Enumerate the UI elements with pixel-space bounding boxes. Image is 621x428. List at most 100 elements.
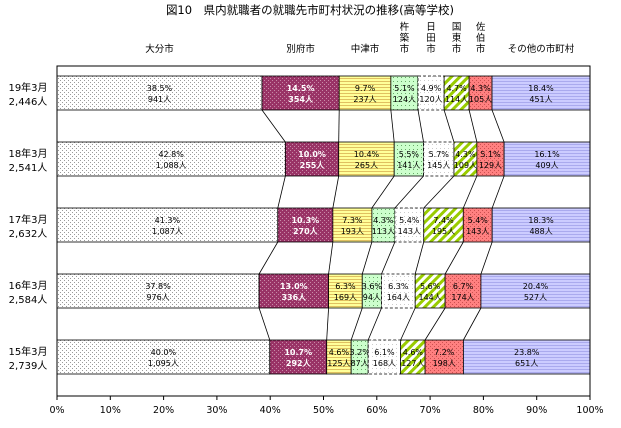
connector-line: [367, 307, 382, 341]
segment-percent-label: 5.4%: [399, 216, 420, 225]
bar-segment-hita: [367, 339, 402, 375]
bar-segment-other: [503, 141, 591, 177]
bar-segment-other: [480, 273, 591, 309]
connector-line: [414, 241, 425, 275]
bar-segment-kitsuki: [361, 273, 382, 309]
segment-percent-label: 5.6%: [420, 282, 441, 291]
segment-count-label: 144人: [419, 293, 442, 302]
segment-count-label: 488人: [529, 227, 552, 236]
segment-percent-label: 6.3%: [335, 282, 356, 291]
segment-count-label: 143人: [466, 227, 489, 236]
segment-percent-label: 5.7%: [429, 150, 450, 159]
segment-count-label: 114人: [445, 95, 468, 104]
connector-line: [326, 307, 329, 341]
segment-count-label: 409人: [535, 161, 558, 170]
segment-count-label: 941人: [148, 95, 171, 104]
bar-segment-hita: [423, 141, 455, 177]
svg-text:杵: 杵: [400, 21, 410, 33]
bar-segment-beppu: [284, 141, 340, 177]
segment-count-label: 169人: [334, 293, 357, 302]
svg-text:市: 市: [452, 43, 462, 55]
x-tick-label: 0%: [49, 405, 64, 416]
connector-line: [371, 175, 395, 209]
x-tick-label: 40%: [260, 405, 281, 416]
segment-percent-label: 4.6%: [403, 348, 424, 357]
segment-count-label: 1,095人: [148, 359, 179, 368]
segment-percent-label: 10.7%: [284, 348, 312, 357]
connector-line: [394, 175, 424, 209]
bar-row: 38.5% 941人 14.5%354人 9.7% 237人 5.1% 124人 4.9% 12…: [56, 75, 591, 111]
connector-line: [277, 175, 286, 209]
connector-line: [328, 241, 334, 275]
bar-segment-saiki: [468, 75, 493, 111]
segment-percent-label: 5.1%: [394, 84, 415, 93]
segment-percent-label: 10.0%: [298, 150, 326, 159]
bar-segment-beppu: [277, 207, 334, 243]
segment-count-label: 125人: [327, 359, 350, 368]
svg-text:伯: 伯: [476, 32, 486, 44]
segment-percent-label: 10.3%: [291, 216, 319, 225]
bar-segment-kitsuki: [350, 339, 369, 375]
segment-percent-label: 3.2%: [350, 348, 371, 357]
segment-count-label: 336人: [281, 292, 307, 302]
segment-count-label: 109人: [454, 161, 477, 170]
bar-segment-beppu: [258, 273, 329, 309]
connector-line: [491, 109, 505, 143]
segment-percent-label: 3.6%: [362, 282, 383, 291]
connector-line: [258, 307, 271, 341]
segment-count-label: 270人: [293, 226, 319, 236]
bar-segment-other: [491, 207, 591, 243]
svg-text:築: 築: [400, 32, 410, 44]
segment-count-label: 164人: [387, 293, 410, 302]
segment-percent-label: 5.4%: [468, 216, 489, 225]
row-label-total: 2,584人: [9, 294, 48, 306]
bar-segment-kunisaki: [400, 339, 426, 375]
segment-count-label: 129人: [479, 161, 502, 170]
segment-count-label: 451人: [529, 95, 552, 104]
bar-segment-oita: [56, 339, 271, 375]
bar-segment-nakatsu: [328, 273, 363, 309]
segment-percent-label: 4.9%: [421, 84, 442, 93]
column-header-kitsuki: 杵築市: [400, 21, 410, 55]
segment-count-label: 127人: [401, 359, 424, 368]
column-header-beppu: 別府市: [286, 43, 315, 55]
bar-segment-nakatsu: [332, 207, 373, 243]
bar-segment-kitsuki: [390, 75, 419, 111]
row-label-period: 16年3月: [8, 279, 47, 292]
bar-segment-saiki: [424, 339, 464, 375]
bar-row: 37.8% 976人 13.0%336人 6.3% 169人 3.6% 94人 6.3% 164…: [56, 273, 591, 309]
bar-segment-nakatsu: [326, 339, 352, 375]
segment-percent-label: 18.3%: [528, 216, 554, 225]
bar-segment-saiki: [444, 273, 482, 309]
row-labels: 19年3月 2,446人 18年3月 2,541人 17年3月 2,632人 16年3月 2,…: [8, 81, 47, 372]
connector-line: [338, 109, 340, 143]
segment-percent-label: 4.3%: [455, 150, 476, 159]
connector-line: [381, 241, 396, 275]
segment-count-label: 527人: [524, 293, 547, 302]
bar-segment-hita: [394, 207, 425, 243]
segment-percent-label: 4.3%: [373, 216, 394, 225]
segment-percent-label: 6.3%: [388, 282, 409, 291]
bar-segment-beppu: [269, 339, 328, 375]
segment-percent-label: 7.2%: [434, 348, 455, 357]
column-header-nakatsu: 中津市: [351, 43, 380, 55]
connector-line: [332, 175, 340, 209]
segment-count-label: 1,087人: [152, 227, 183, 236]
svg-text:市: 市: [400, 43, 410, 55]
segment-count-label: 292人: [286, 358, 312, 368]
segment-percent-label: 18.4%: [528, 84, 554, 93]
row-label-period: 18年3月: [8, 147, 47, 160]
bar-segment-saiki: [476, 141, 505, 177]
segment-count-label: 87人: [351, 359, 369, 368]
connector-line: [261, 109, 286, 143]
segment-count-label: 1,088人: [156, 161, 187, 170]
connector-line: [468, 109, 478, 143]
segment-count-label: 141人: [397, 161, 420, 170]
bar-segment-kitsuki: [371, 207, 396, 243]
x-tick-label: 80%: [473, 405, 494, 416]
column-header-saiki: 佐伯市: [476, 21, 486, 55]
segment-percent-label: 7.3%: [342, 216, 363, 225]
column-header-hita: 日田市: [426, 22, 436, 55]
